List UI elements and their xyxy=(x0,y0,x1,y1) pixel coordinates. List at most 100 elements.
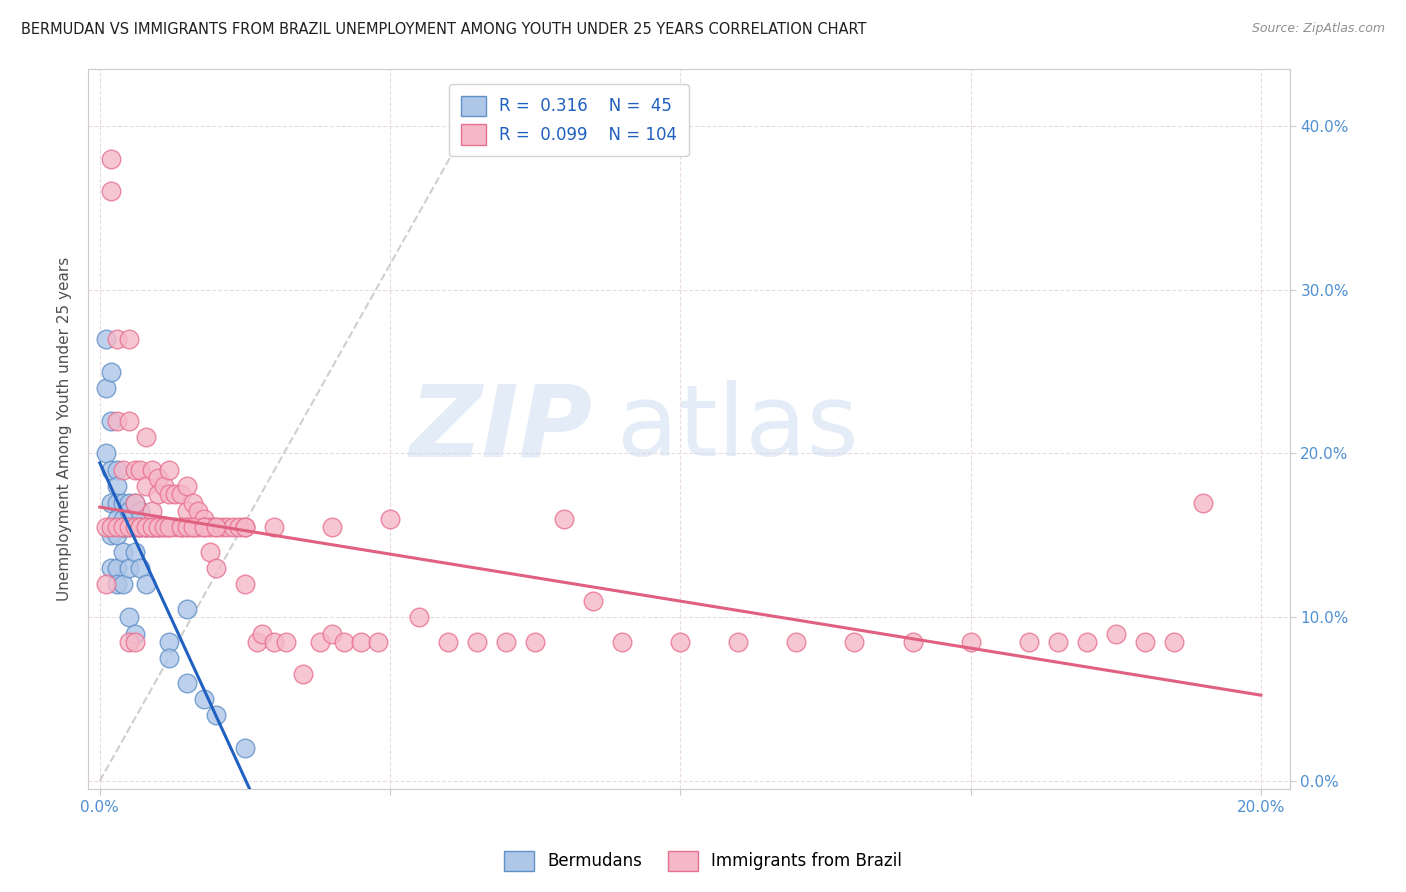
Point xyxy=(124,626,146,640)
Point xyxy=(105,479,128,493)
Point xyxy=(94,520,117,534)
Point xyxy=(612,634,634,648)
Point xyxy=(844,634,866,648)
Point xyxy=(135,520,157,534)
Point xyxy=(159,487,181,501)
Point xyxy=(105,332,128,346)
Legend: Bermudans, Immigrants from Brazil: Bermudans, Immigrants from Brazil xyxy=(496,842,910,880)
Point xyxy=(105,495,128,509)
Point xyxy=(193,520,215,534)
Point xyxy=(105,512,128,526)
Point xyxy=(378,512,401,526)
Point xyxy=(100,152,122,166)
Point xyxy=(222,520,245,534)
Point xyxy=(187,520,209,534)
Point xyxy=(901,634,924,648)
Point xyxy=(1105,626,1128,640)
Point xyxy=(233,520,256,534)
Point xyxy=(100,561,122,575)
Point xyxy=(959,634,981,648)
Point xyxy=(135,430,157,444)
Text: atlas: atlas xyxy=(617,380,859,477)
Point xyxy=(165,520,187,534)
Point xyxy=(350,634,373,648)
Point xyxy=(1133,634,1156,648)
Legend: R =  0.316    N =  45, R =  0.099    N = 104: R = 0.316 N = 45, R = 0.099 N = 104 xyxy=(449,84,689,156)
Point xyxy=(321,626,343,640)
Point xyxy=(111,544,134,558)
Point xyxy=(124,634,146,648)
Point xyxy=(111,577,134,591)
Point xyxy=(146,471,169,485)
Point xyxy=(217,520,239,534)
Point xyxy=(105,414,128,428)
Point xyxy=(129,463,152,477)
Point xyxy=(524,634,547,648)
Point xyxy=(198,520,221,534)
Text: ZIP: ZIP xyxy=(411,380,593,477)
Point xyxy=(187,504,209,518)
Point xyxy=(118,332,141,346)
Point xyxy=(176,520,198,534)
Point xyxy=(129,561,152,575)
Point xyxy=(176,479,198,493)
Point xyxy=(233,520,256,534)
Point xyxy=(193,692,215,706)
Point xyxy=(94,381,117,395)
Point xyxy=(181,520,204,534)
Point xyxy=(263,634,285,648)
Point xyxy=(274,634,297,648)
Point xyxy=(105,577,128,591)
Point xyxy=(727,634,749,648)
Point xyxy=(146,520,169,534)
Point xyxy=(332,634,354,648)
Point xyxy=(129,520,152,534)
Point xyxy=(159,520,181,534)
Point xyxy=(105,561,128,575)
Point xyxy=(152,479,174,493)
Point xyxy=(553,512,575,526)
Point xyxy=(181,495,204,509)
Point xyxy=(437,634,460,648)
Point xyxy=(193,520,215,534)
Point xyxy=(111,495,134,509)
Point xyxy=(118,495,141,509)
Point xyxy=(118,520,141,534)
Point xyxy=(111,520,134,534)
Point xyxy=(193,512,215,526)
Point xyxy=(141,520,163,534)
Point xyxy=(146,487,169,501)
Point xyxy=(118,520,141,534)
Point xyxy=(124,495,146,509)
Point xyxy=(100,463,122,477)
Point xyxy=(124,544,146,558)
Point xyxy=(141,520,163,534)
Point xyxy=(165,487,187,501)
Point xyxy=(100,364,122,378)
Point xyxy=(141,463,163,477)
Point xyxy=(367,634,389,648)
Point xyxy=(100,520,122,534)
Point xyxy=(233,741,256,756)
Point xyxy=(263,520,285,534)
Point xyxy=(152,520,174,534)
Point xyxy=(100,414,122,428)
Point xyxy=(94,577,117,591)
Point xyxy=(228,520,250,534)
Point xyxy=(176,504,198,518)
Point xyxy=(181,520,204,534)
Point xyxy=(211,520,233,534)
Text: BERMUDAN VS IMMIGRANTS FROM BRAZIL UNEMPLOYMENT AMONG YOUTH UNDER 25 YEARS CORRE: BERMUDAN VS IMMIGRANTS FROM BRAZIL UNEMP… xyxy=(21,22,866,37)
Point xyxy=(100,185,122,199)
Point xyxy=(105,520,128,534)
Point xyxy=(124,520,146,534)
Point xyxy=(176,602,198,616)
Point xyxy=(252,626,274,640)
Point xyxy=(141,520,163,534)
Y-axis label: Unemployment Among Youth under 25 years: Unemployment Among Youth under 25 years xyxy=(58,257,72,601)
Point xyxy=(176,520,198,534)
Point xyxy=(111,520,134,534)
Point xyxy=(146,520,169,534)
Point xyxy=(198,544,221,558)
Point xyxy=(205,561,228,575)
